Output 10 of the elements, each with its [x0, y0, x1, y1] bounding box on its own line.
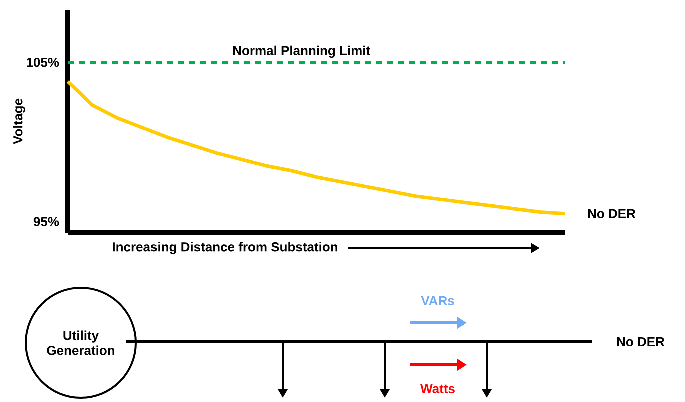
text: Utility Generation — [47, 330, 115, 356]
x-axis-title: Increasing Distance from Substation — [113, 242, 338, 254]
ref-line-label: Normal Planning Limit — [233, 46, 370, 58]
y-axis-title: Voltage — [13, 98, 26, 144]
text: Watts — [420, 384, 455, 394]
y-tick-label: 105% — [27, 58, 60, 68]
text: VARs — [421, 296, 454, 306]
y-tick-label: 95% — [34, 217, 60, 226]
text: No DER — [617, 337, 665, 347]
series-label: No DER — [588, 209, 636, 218]
